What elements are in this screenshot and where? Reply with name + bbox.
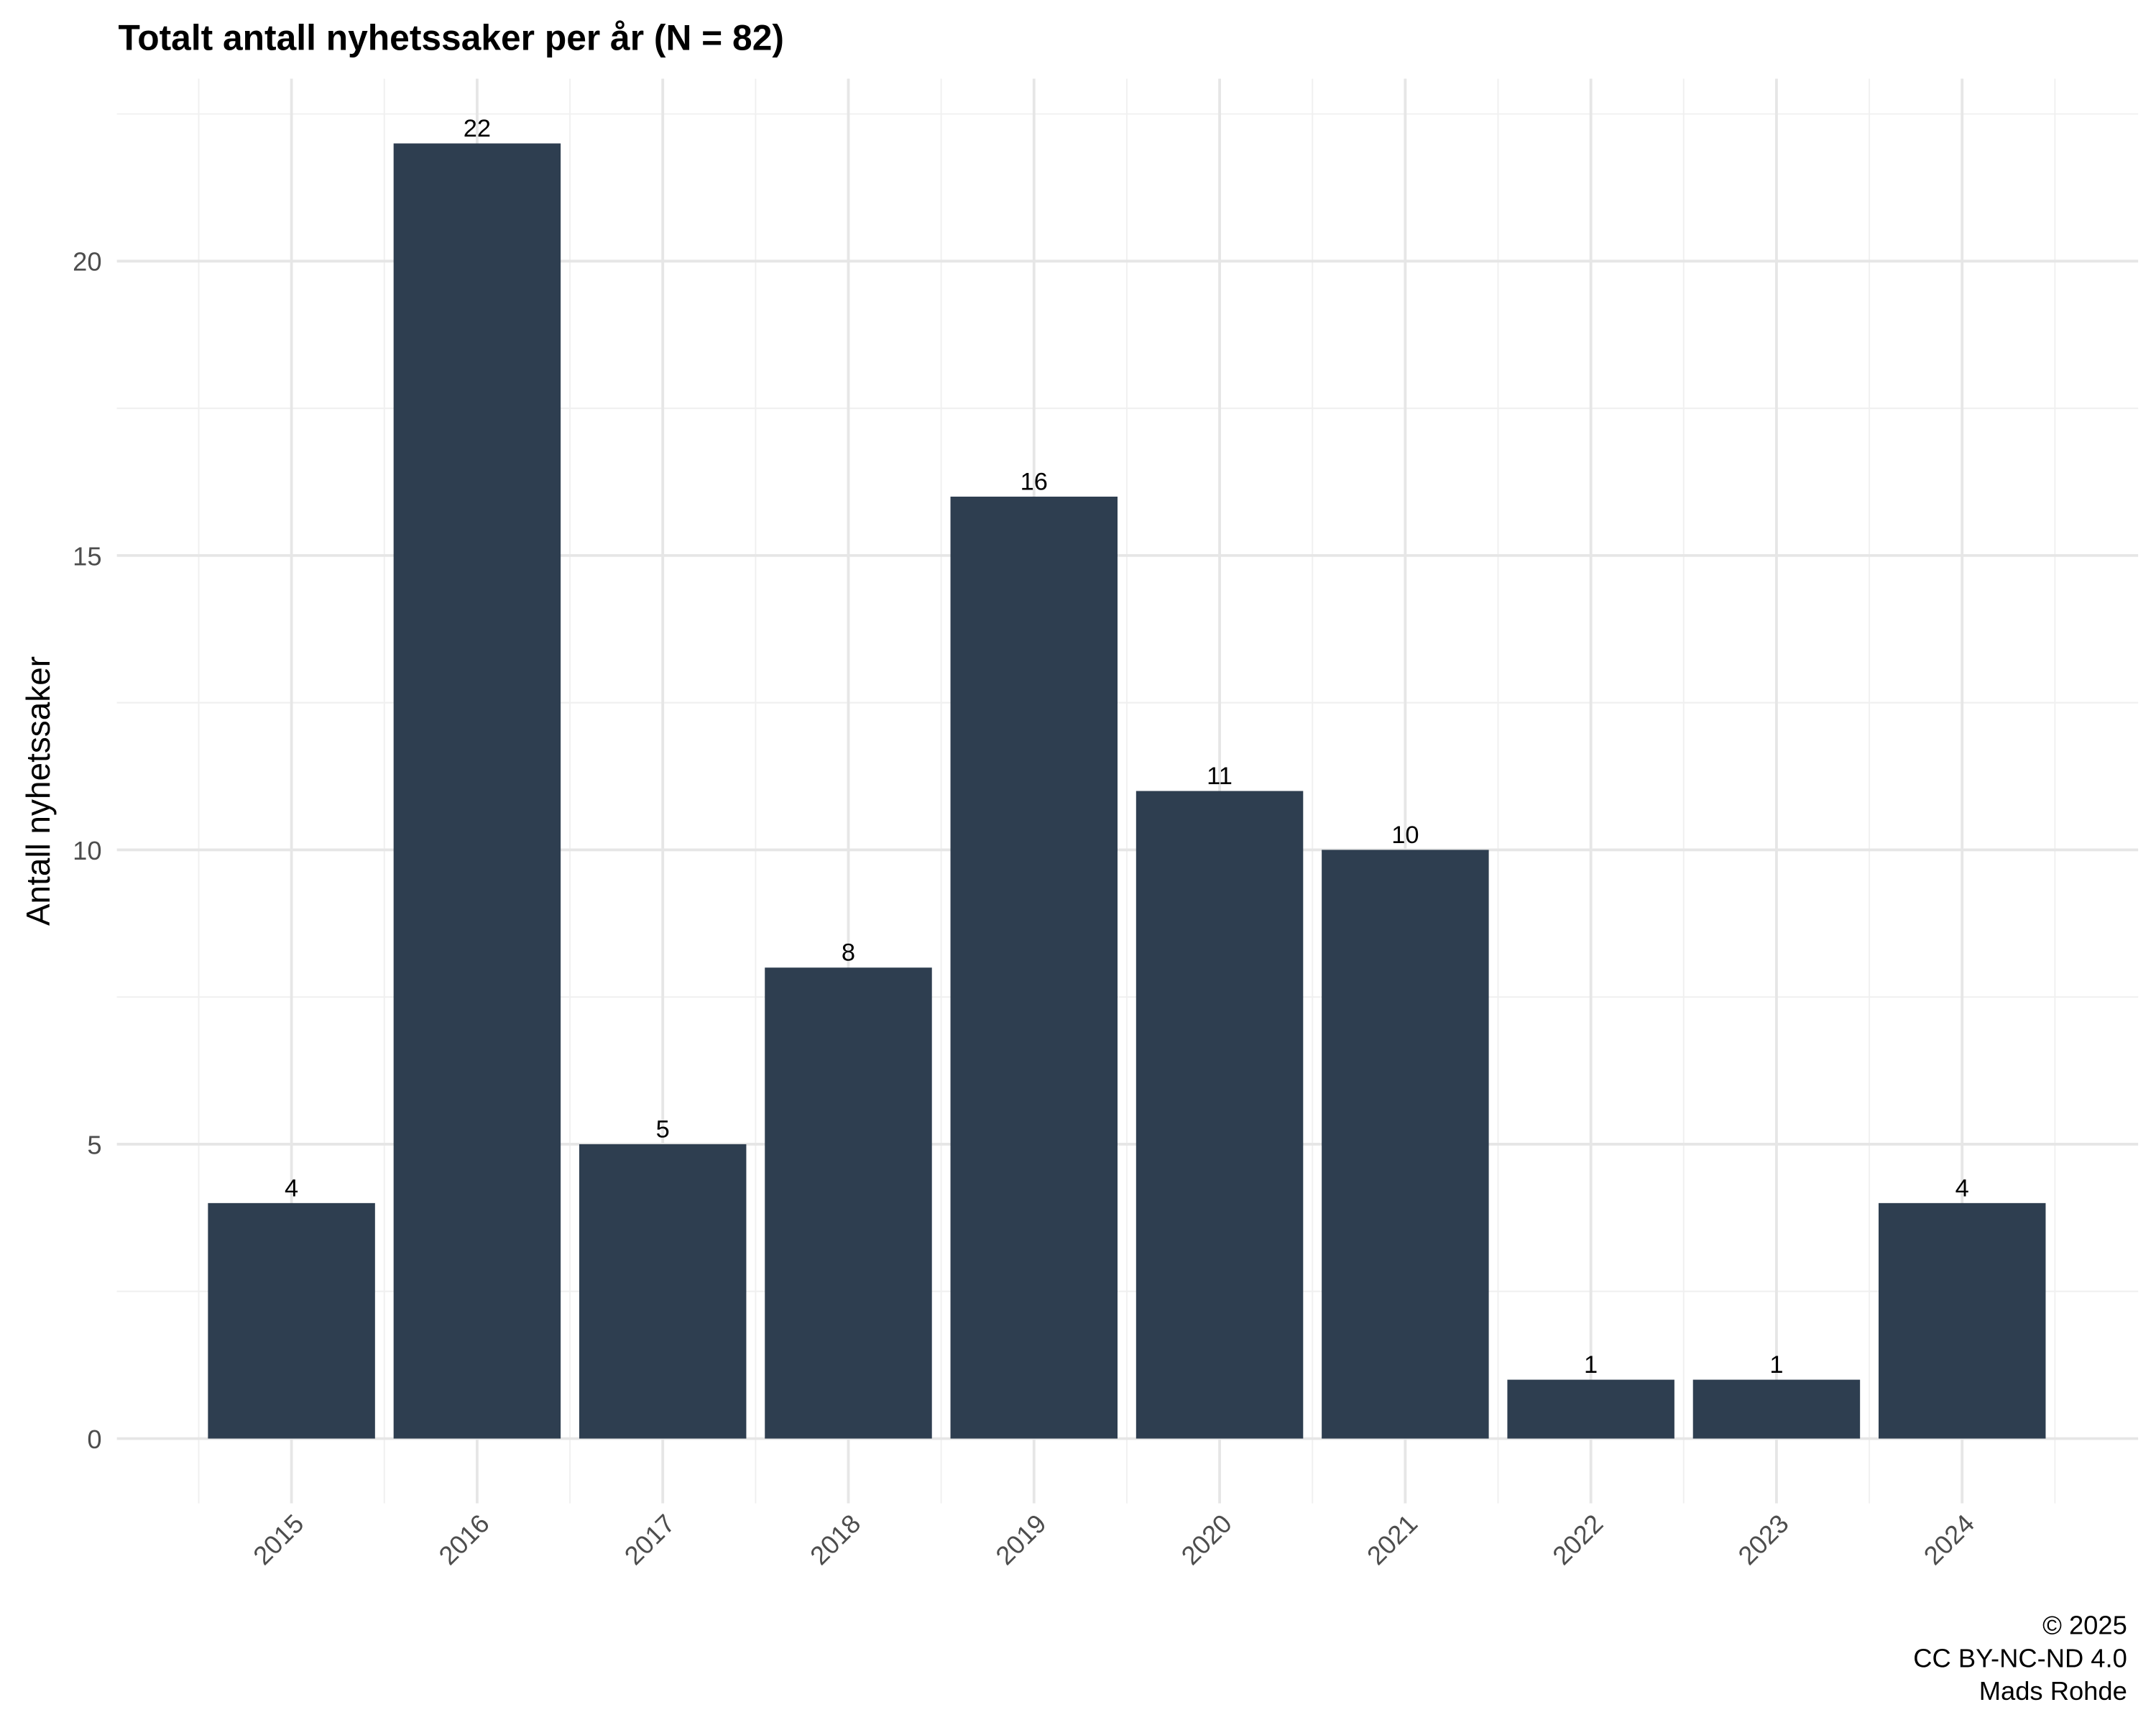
y-tick-label: 15 xyxy=(73,541,101,571)
y-tick-label: 10 xyxy=(73,836,101,865)
y-tick-label: 20 xyxy=(73,247,101,277)
caption: © 2025 xyxy=(2042,1610,2127,1639)
y-axis-label: Antall nyhetssaker xyxy=(19,656,57,926)
bar xyxy=(950,496,1118,1439)
y-tick-label: 5 xyxy=(87,1130,101,1159)
bar xyxy=(393,143,561,1439)
data-label: 4 xyxy=(1955,1174,1969,1202)
bar xyxy=(765,967,932,1439)
data-label: 5 xyxy=(656,1116,670,1143)
bar xyxy=(1322,850,1489,1439)
bar xyxy=(1692,1379,1861,1439)
data-label: 11 xyxy=(1207,763,1233,790)
data-label: 8 xyxy=(842,939,855,967)
bar xyxy=(1135,791,1304,1439)
bar xyxy=(1507,1379,1674,1439)
data-label: 16 xyxy=(1021,468,1048,495)
data-label: 1 xyxy=(1769,1351,1783,1379)
caption: CC BY-NC-ND 4.0 xyxy=(1913,1643,2127,1673)
data-label: 10 xyxy=(1391,822,1419,849)
bar xyxy=(208,1202,375,1439)
caption: Mads Rohde xyxy=(1979,1676,2127,1706)
bars: 4201522201652017820181620191120201020211… xyxy=(208,115,2046,1570)
data-label: 4 xyxy=(285,1174,298,1202)
data-label: 1 xyxy=(1584,1351,1598,1379)
chart-title: Totalt antall nyhetssaker per år (N = 82… xyxy=(119,17,784,58)
y-tick-label: 0 xyxy=(87,1425,101,1454)
data-label: 22 xyxy=(464,115,491,142)
bar xyxy=(579,1144,747,1439)
bar xyxy=(1878,1202,2046,1439)
